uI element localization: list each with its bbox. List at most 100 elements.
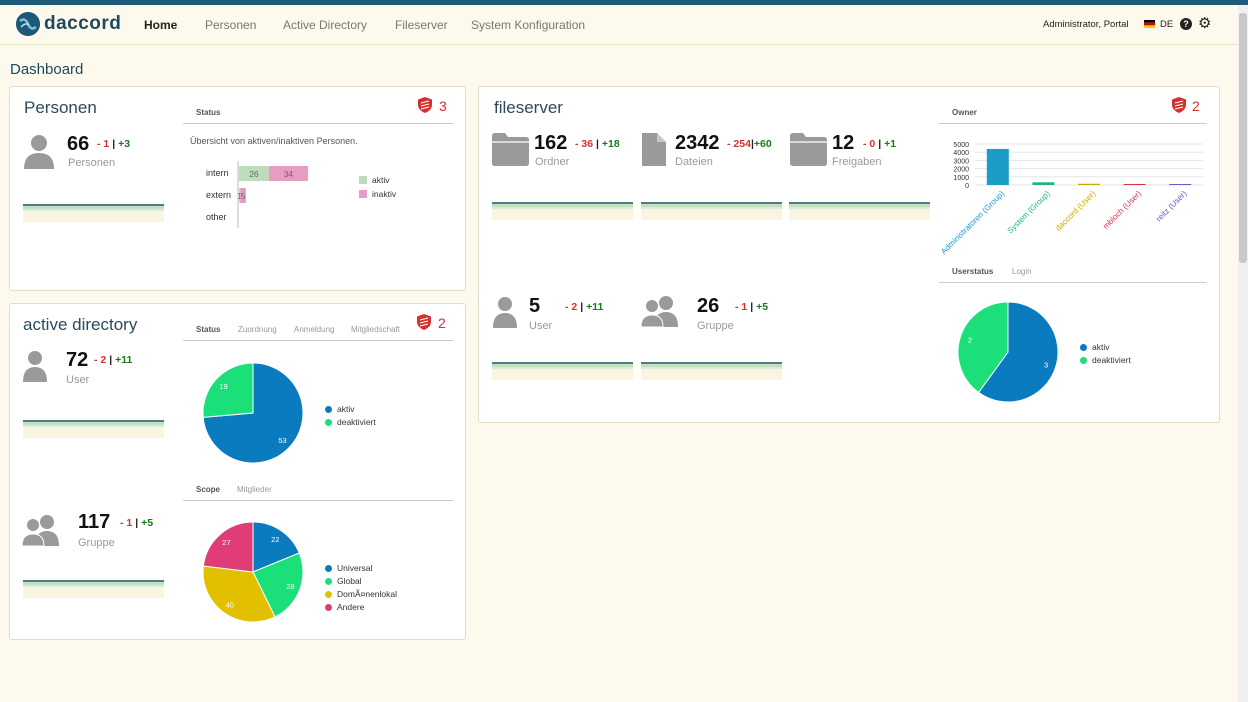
file-icon <box>642 133 666 166</box>
language-selector[interactable]: DE <box>1160 19 1174 30</box>
pie-slice-dom-nenlokal[interactable] <box>202 565 276 623</box>
personen-delta-neg: - 1 <box>97 138 110 150</box>
pie-value-label: 2 <box>968 336 972 345</box>
personen-delta-sep: | <box>112 138 116 150</box>
shield-alert-icon[interactable] <box>1172 97 1186 113</box>
ad-scope-tabs: Scope Mitglieder <box>183 485 453 501</box>
ad-group-count: 117 <box>78 511 111 533</box>
fs-freigaben-delta-sep: | <box>878 138 882 150</box>
personen-label: Personen <box>68 157 116 169</box>
x-tick-label: mbloch (User) <box>1101 189 1143 231</box>
tab-scope[interactable]: Scope <box>196 485 221 494</box>
y-tick-label: 1000 <box>953 175 969 182</box>
personen-alert-count[interactable]: 3 <box>439 98 447 114</box>
german-flag-icon[interactable] <box>1144 20 1155 28</box>
bar-extern-inaktiv[interactable] <box>240 188 246 203</box>
fileserver-alert-count[interactable]: 2 <box>1192 98 1200 114</box>
page-title: Dashboard <box>10 61 84 78</box>
ad-user-delta-pos: +11 <box>115 354 133 366</box>
ad-group-scope-chart: 22 28 40 27 <box>202 521 304 623</box>
user-menu[interactable]: Administrator, Portal <box>1043 19 1129 30</box>
fs-user-sparkline <box>492 362 633 380</box>
tab-anmeldung[interactable]: Anmeldung <box>294 325 335 334</box>
pie-slice-global[interactable] <box>252 552 304 618</box>
ad-user-delta: - 2 | +11 <box>94 354 132 366</box>
y-tick-label: 3000 <box>953 158 969 165</box>
tab-userstatus[interactable]: Userstatus <box>952 267 994 276</box>
legend-universal-label: Universal <box>337 563 373 573</box>
legend-deaktiviert-dot <box>325 419 332 426</box>
pie-value-label: 22 <box>271 535 279 544</box>
ad-panel: active directory 2 72 - 2 | +11 User 117… <box>9 303 466 640</box>
fs-user-delta-sep: | <box>580 301 584 313</box>
fs-gruppe-delta-neg: - 1 <box>735 301 748 313</box>
pie-slice-universal[interactable] <box>252 521 300 573</box>
gear-icon[interactable]: ⚙ <box>1198 15 1212 32</box>
help-icon[interactable]: ? <box>1180 18 1192 30</box>
nav-active-directory[interactable]: Active Directory <box>283 18 368 32</box>
personen-title[interactable]: Personen <box>24 98 97 117</box>
bar-system-group[interactable] <box>1032 182 1055 185</box>
tab-status[interactable]: Status <box>196 325 221 334</box>
tab-zuordnung[interactable]: Zuordnung <box>238 325 277 334</box>
tab-status[interactable]: Status <box>196 108 221 117</box>
shield-alert-icon[interactable] <box>418 97 432 113</box>
nav-personen[interactable]: Personen <box>205 18 257 32</box>
legend-domaenenlokal-label: DomÃ¤nenlokal <box>337 589 398 599</box>
legend-deaktiviert: deaktiviert <box>325 417 376 427</box>
share-folder-icon <box>790 133 827 166</box>
pie-slice-andere[interactable] <box>202 521 254 573</box>
brand-name[interactable]: daccord <box>44 13 122 34</box>
navbar: daccord Home Personen Active Directory F… <box>0 5 1238 45</box>
bar-intern-inaktiv[interactable] <box>268 166 308 181</box>
fs-gruppe-sparkline <box>641 362 782 380</box>
legend-deaktiviert: deaktiviert <box>1080 355 1131 365</box>
pie-slice-deaktiviert[interactable] <box>202 362 254 418</box>
daccord-logo-icon[interactable] <box>16 12 40 36</box>
fs-dateien-count: 2342 <box>675 132 720 154</box>
fileserver-title[interactable]: fileserver <box>494 98 563 117</box>
fs-ordner-label: Ordner <box>535 156 570 168</box>
fs-freigaben-count: 12 <box>832 132 855 154</box>
bar-mbloch-user[interactable] <box>1123 184 1146 185</box>
bar-intern-aktiv[interactable] <box>239 166 269 181</box>
ad-title[interactable]: active directory <box>23 315 138 334</box>
bar-daccord-user[interactable] <box>1078 183 1100 185</box>
fs-user-count: 5 <box>529 295 541 317</box>
fs-gruppe-count: 26 <box>697 295 720 317</box>
tab-mitglieder[interactable]: Mitglieder <box>237 485 272 494</box>
nav-fileserver[interactable]: Fileserver <box>395 18 448 32</box>
scrollbar[interactable] <box>1238 5 1248 702</box>
y-tick-label: 2000 <box>953 167 969 174</box>
legend-global: Global <box>325 576 362 586</box>
tab-mitgliedschaft[interactable]: Mitgliedschaft <box>351 325 400 334</box>
fs-gruppe-label: Gruppe <box>697 320 734 332</box>
pie-value-label: 53 <box>278 436 286 445</box>
ad-user-status-chart: 53 19 <box>202 362 304 464</box>
pie-slice-aktiv[interactable] <box>977 301 1059 403</box>
legend-domaenenlokal: DomÃ¤nenlokal <box>325 589 397 599</box>
ad-alert-count[interactable]: 2 <box>438 315 446 331</box>
personen-sparkline <box>23 204 164 222</box>
scrollbar-thumb[interactable] <box>1239 13 1247 263</box>
fs-dateien-delta-sep: | <box>750 138 754 150</box>
nav-home[interactable]: Home <box>144 18 178 32</box>
nav-system-konfiguration[interactable]: System Konfiguration <box>471 18 586 32</box>
ad-user-label: User <box>66 374 90 386</box>
personen-status-chart: 26 34 15 <box>237 161 308 228</box>
bar-administratoren-group[interactable] <box>986 148 1009 185</box>
x-tick-label: System (Group) <box>1006 189 1053 236</box>
tab-owner[interactable]: Owner <box>952 108 977 117</box>
bar-value-label: 1 <box>237 191 242 201</box>
pie-value-label: 28 <box>286 582 294 591</box>
shield-alert-icon[interactable] <box>417 314 431 330</box>
personen-panel: Personen 3 66 - 1 | +3 Personen Status Ü… <box>9 86 466 291</box>
legend-andere-dot <box>325 604 332 611</box>
bar-extern-aktiv[interactable] <box>239 188 241 203</box>
pie-slice-deaktiviert[interactable] <box>957 301 1009 394</box>
tab-login[interactable]: Login <box>1012 267 1032 276</box>
fs-freigaben-sparkline <box>789 202 930 220</box>
personen-subtitle: Übersicht von aktiven/inaktiven Personen… <box>190 136 358 146</box>
bar-reitz-user[interactable] <box>1169 184 1192 185</box>
